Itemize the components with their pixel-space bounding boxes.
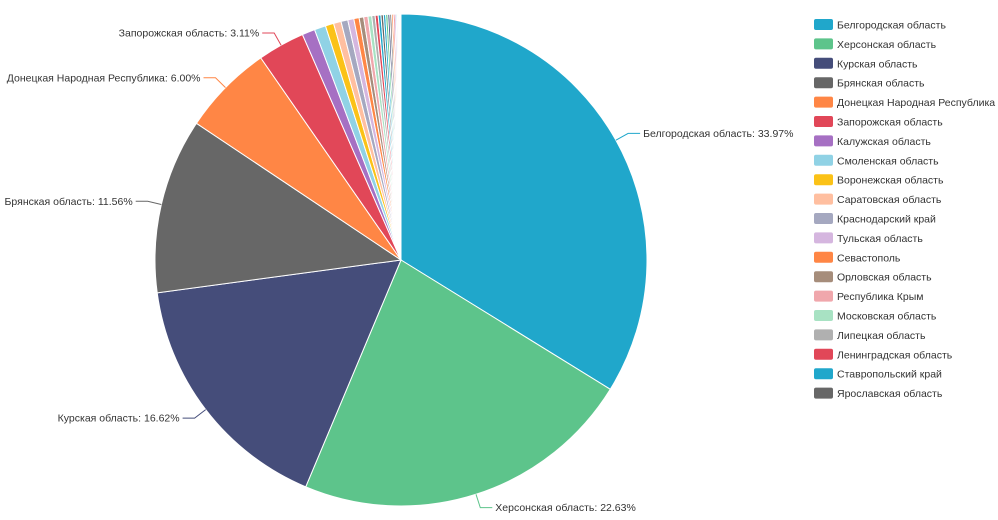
pie-slices <box>154 13 648 507</box>
legend-swatch <box>814 193 833 205</box>
legend-swatch <box>814 387 833 399</box>
legend-swatch <box>814 77 833 89</box>
legend-item[interactable]: Московская область <box>814 310 937 323</box>
legend: Белгородская область Херсонская область Ку… <box>814 19 995 400</box>
legend-item[interactable]: Воронежская область <box>814 174 944 187</box>
legend-swatch <box>814 329 833 341</box>
legend-item[interactable]: Брянская область <box>814 77 925 90</box>
legend-swatch <box>814 38 833 50</box>
legend-swatch <box>814 232 833 244</box>
legend-label: Херсонская область <box>837 39 937 51</box>
slice-label-5: Донецкая Народная Республика: 6.00% <box>7 72 201 84</box>
legend-item[interactable]: Орловская область <box>814 271 932 284</box>
legend-item[interactable]: Донецкая Народная Республика <box>814 96 995 110</box>
legend-item[interactable]: Курская область <box>814 57 918 71</box>
legend-item[interactable]: Херсонская область <box>814 38 937 51</box>
legend-label: Смоленская область <box>837 155 939 167</box>
legend-item[interactable]: Саратовская область <box>814 193 942 207</box>
legend-item[interactable]: Калужская область <box>814 135 931 148</box>
legend-swatch <box>814 368 833 380</box>
legend-item[interactable]: Севастополь <box>814 251 901 264</box>
legend-label: Ставропольский край <box>837 369 942 381</box>
legend-swatch <box>814 154 833 166</box>
legend-label: Запорожская область <box>837 117 943 129</box>
legend-label: Московская область <box>837 311 937 323</box>
label-leader-line-5 <box>203 77 226 88</box>
legend-label: Саратовская область <box>837 194 942 206</box>
legend-swatch <box>814 96 833 108</box>
pie-slice-32[interactable] <box>399 13 402 261</box>
slice-label-2: Херсонская область: 22.63% <box>495 502 636 514</box>
legend-label: Ленинградская область <box>837 349 953 361</box>
slice-labels: Белгородская область: 33.97% Херсонская о… <box>5 28 794 515</box>
legend-label: Ярославская область <box>837 388 943 400</box>
legend-item[interactable]: Республика Крым <box>814 290 924 304</box>
slice-label-4: Брянская область: 11.56% <box>5 196 133 208</box>
pie-slice-1[interactable] <box>400 13 648 390</box>
legend-swatch <box>814 116 833 127</box>
legend-label: Республика Крым <box>837 291 924 303</box>
legend-item[interactable]: Смоленская область <box>814 154 939 168</box>
legend-label: Белгородская область <box>837 20 946 32</box>
legend-swatch <box>814 213 833 224</box>
legend-item[interactable]: Ярославская область <box>814 387 943 401</box>
legend-item[interactable]: Запорожская область <box>814 116 943 129</box>
legend-swatch <box>814 251 833 263</box>
legend-swatch <box>814 348 833 360</box>
label-leader-line-6 <box>262 32 282 46</box>
legend-label: Калужская область <box>837 136 931 148</box>
legend-label: Орловская область <box>837 272 932 284</box>
legend-label: Донецкая Народная Республика <box>837 97 995 109</box>
legend-label: Севастополь <box>837 252 901 264</box>
legend-swatch <box>814 310 833 321</box>
legend-label: Воронежская область <box>837 175 944 187</box>
legend-swatch <box>814 19 833 30</box>
legend-item[interactable]: Липецкая область <box>814 329 926 342</box>
legend-label: Брянская область <box>837 78 925 90</box>
slice-label-3: Курская область: 16.62% <box>58 413 180 425</box>
legend-item[interactable]: Ленинградская область <box>814 348 953 362</box>
legend-item[interactable]: Ставропольский край <box>814 368 942 381</box>
legend-label: Липецкая область <box>837 330 926 342</box>
legend-item[interactable]: Белгородская область <box>814 19 946 32</box>
legend-swatch <box>814 290 833 302</box>
pie-slice-2[interactable] <box>305 259 611 507</box>
pie-slice-4[interactable] <box>154 122 403 294</box>
legend-label: Курская область <box>837 58 918 70</box>
label-leader-line-2 <box>475 494 493 509</box>
legend-swatch <box>814 271 833 283</box>
legend-item[interactable]: Тульская область <box>814 232 923 245</box>
legend-swatch <box>814 174 833 186</box>
legend-swatch <box>814 135 833 147</box>
legend-swatch <box>814 57 833 69</box>
slice-label-6: Запорожская область: 3.11% <box>119 28 260 40</box>
pie-slice-3[interactable] <box>156 259 402 488</box>
slice-label-1: Белгородская область: 33.97% <box>643 128 793 140</box>
legend-label: Краснодарский край <box>837 214 936 226</box>
legend-item[interactable]: Краснодарский край <box>814 213 936 226</box>
label-leader-line-4 <box>135 200 162 205</box>
label-leader-line-1 <box>615 132 641 141</box>
label-leader-line-3 <box>182 409 207 419</box>
legend-label: Тульская область <box>837 233 923 245</box>
